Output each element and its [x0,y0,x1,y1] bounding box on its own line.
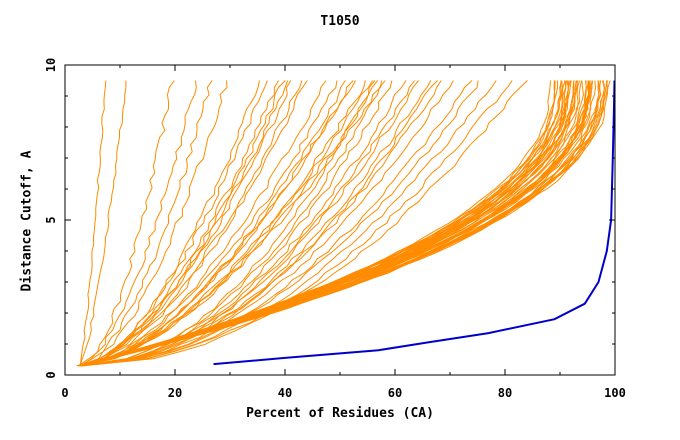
axis-tick-labels: 0 20 40 60 80 100 0 5 10 [44,58,626,400]
model-series-line [81,80,379,367]
model-series-line [80,80,513,367]
model-series-line [81,80,407,367]
model-series-line [81,80,438,367]
y-tick-label: 0 [44,371,58,378]
model-series-line [79,80,583,367]
model-series-line [79,80,366,367]
model-series-line [78,80,292,367]
model-series-line [77,80,572,367]
x-tick-label: 20 [168,386,182,400]
model-series-line [80,80,594,367]
x-axis-label: Percent of Residues (CA) [246,406,434,421]
model-series-line [78,80,289,367]
plot-frame [64,64,616,376]
y-tick-label: 5 [44,216,58,223]
x-tick-label: 0 [61,386,68,400]
model-series-line [80,80,280,367]
model-lines-group [76,80,611,367]
y-tick-label: 10 [44,58,58,72]
model-series-line [81,80,602,367]
x-tick-label: 80 [498,386,512,400]
x-tick-label: 40 [278,386,292,400]
model-series-line [78,80,386,367]
model-series-line [78,80,338,367]
model-series-line [79,80,356,367]
model-series-line [79,80,419,367]
model-series-line [81,80,591,367]
model-series-line [81,80,602,367]
model-series-line [79,80,578,367]
model-series-line [79,80,382,367]
model-series-line [80,80,213,367]
model-series-line [81,80,175,367]
model-series-line [80,80,572,367]
y-axis-label: Distance Cutoff, A [19,150,35,292]
model-series-line [78,80,197,367]
model-series-line [83,80,376,367]
model-series-line [82,80,308,367]
model-series-line [81,80,601,367]
chart-title: T1050 [320,14,360,29]
model-series-line [79,80,127,366]
model-series-line [83,80,327,367]
x-tick-label: 60 [388,386,402,400]
model-series-line [79,80,608,367]
model-series-line [82,80,393,367]
model-series-line [80,80,416,367]
model-series-line [82,80,593,367]
axis-ticks [64,64,616,376]
model-series-line [78,80,286,367]
model-series-line [80,80,600,367]
x-tick-label: 100 [604,386,626,400]
model-series-line [76,80,442,367]
model-series-line [79,80,303,367]
model-series-line [80,80,432,367]
model-series-line [78,80,228,367]
model-series-line [82,80,454,367]
model-series-line [78,80,609,367]
model-series-line [82,80,577,367]
model-series-line [80,80,590,367]
model-series-line [83,80,528,367]
model-series-line [79,80,587,367]
model-series-line [79,80,107,366]
model-series-line [80,80,268,367]
model-series-line [80,80,587,367]
model-series-line [80,80,479,367]
